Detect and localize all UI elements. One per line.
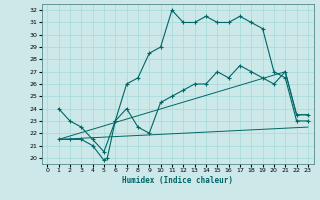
X-axis label: Humidex (Indice chaleur): Humidex (Indice chaleur) [122,176,233,185]
